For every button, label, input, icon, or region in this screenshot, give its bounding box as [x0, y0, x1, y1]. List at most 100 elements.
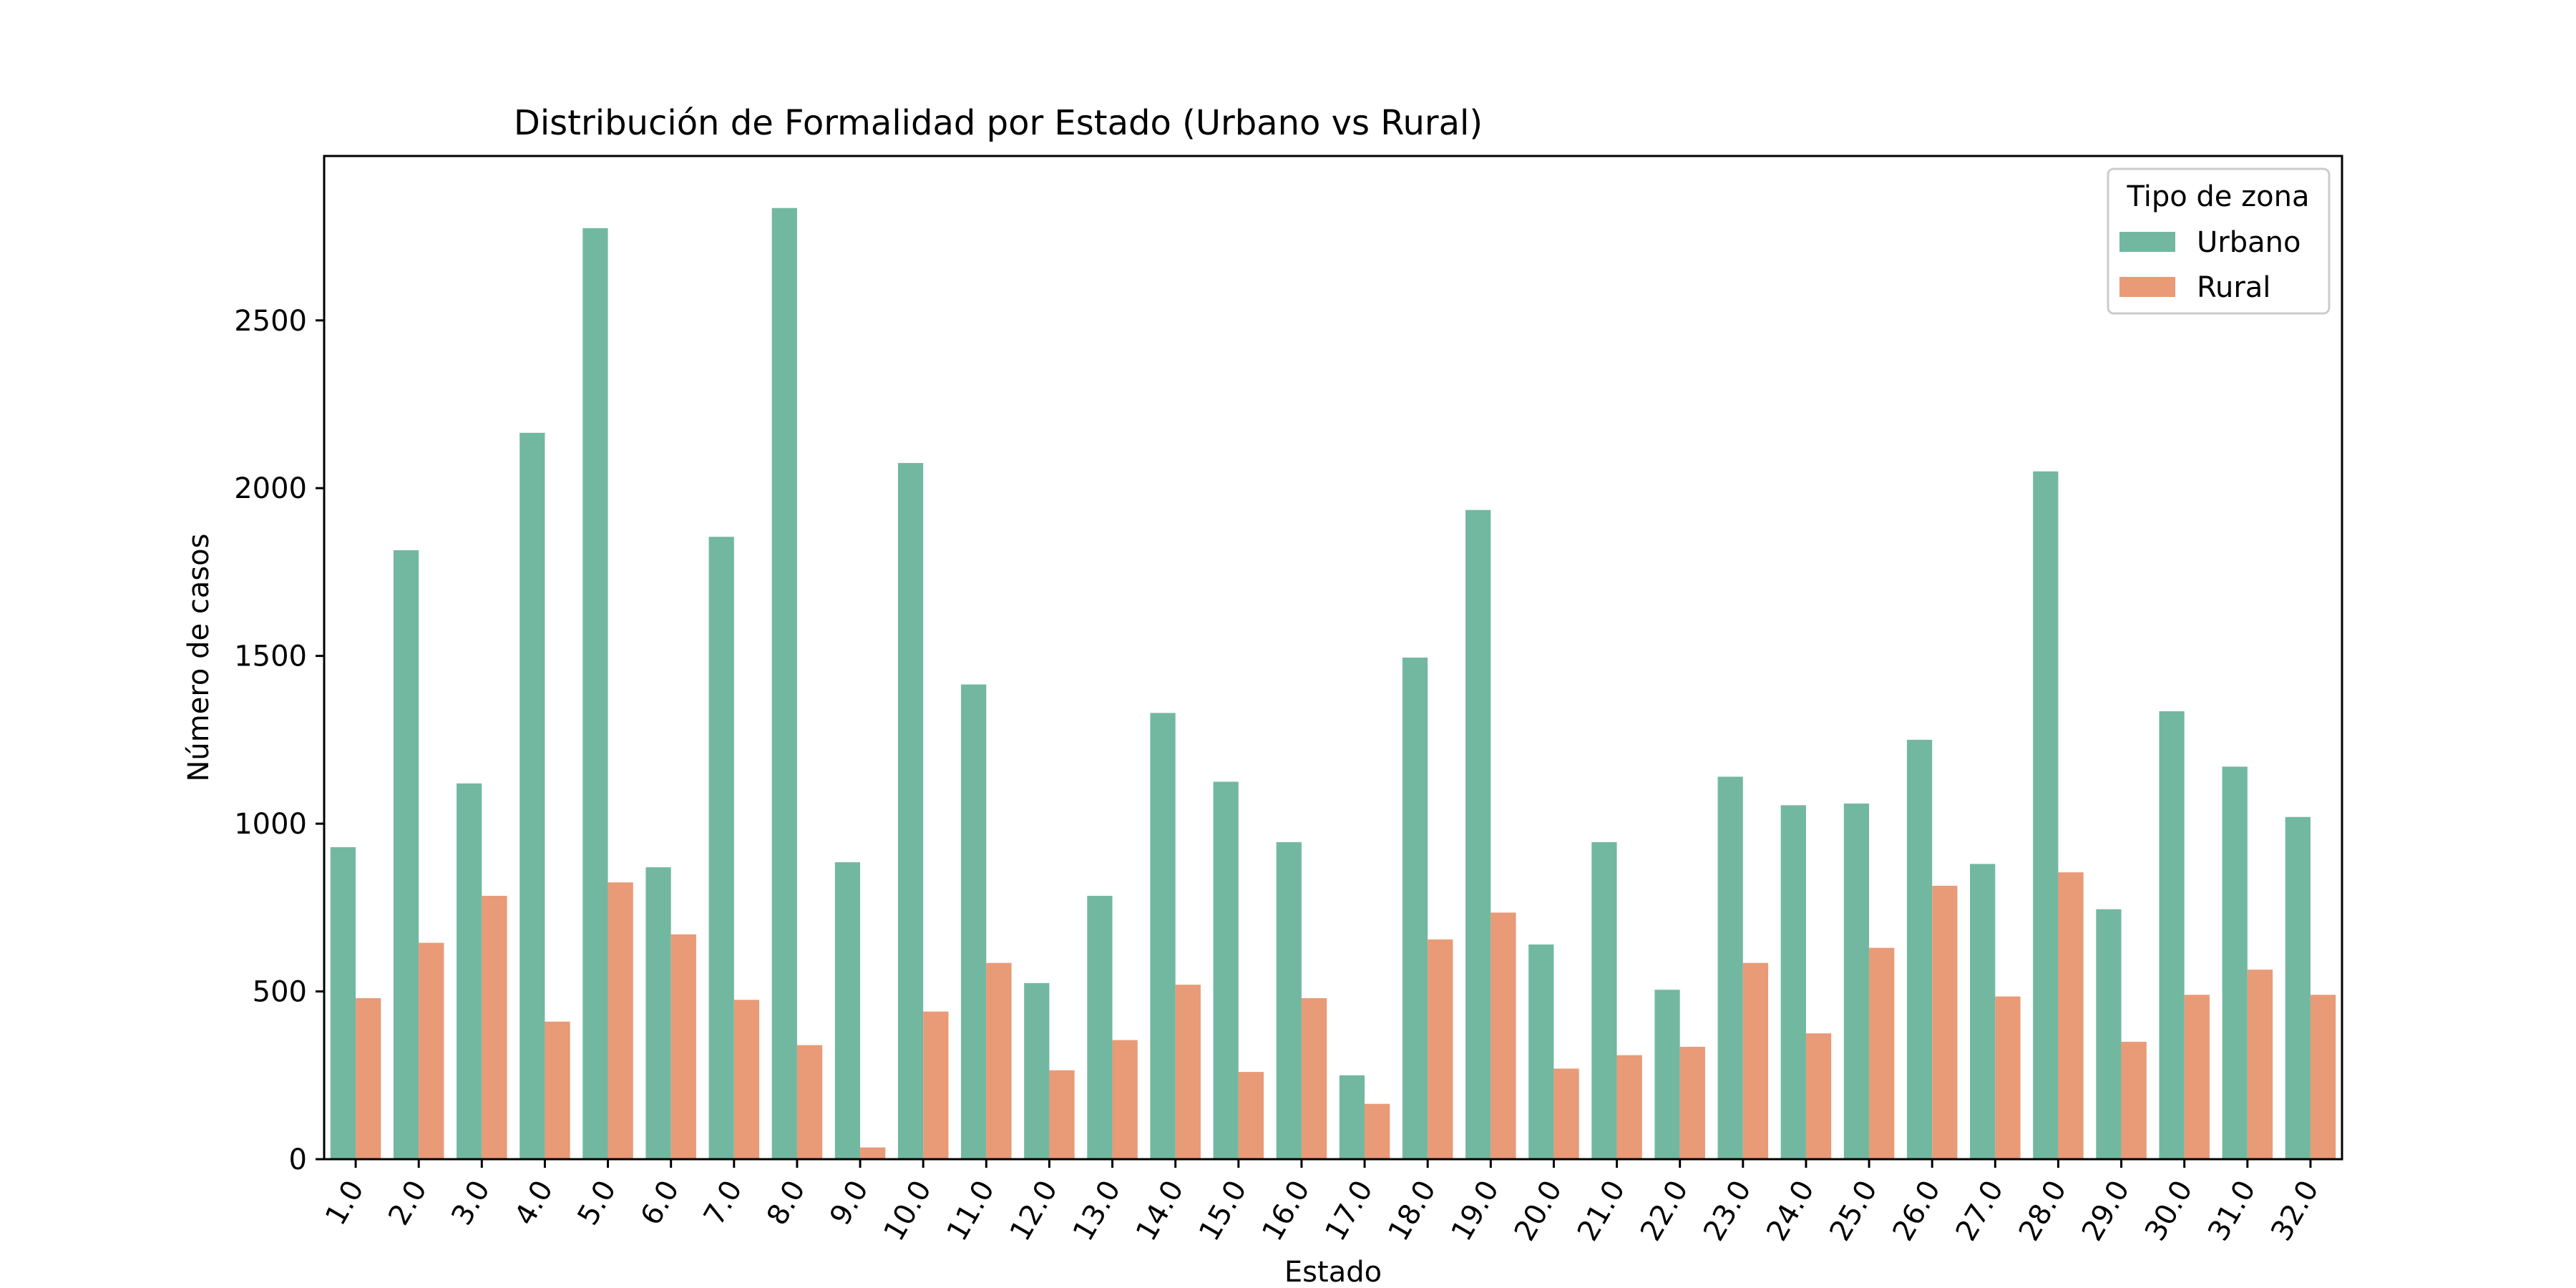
- x-tick-label: 7.0: [698, 1175, 749, 1231]
- x-tick-label: 23.0: [1697, 1175, 1757, 1246]
- x-tick-label: 14.0: [1130, 1175, 1190, 1246]
- bar-urbano-11.0: [961, 684, 987, 1159]
- bar-rural-29.0: [2121, 1041, 2147, 1159]
- x-tick-label: 6.0: [635, 1175, 686, 1231]
- x-tick-label: 3.0: [445, 1175, 497, 1231]
- bar-urbano-10.0: [897, 463, 924, 1159]
- bar-rural-14.0: [1175, 985, 1201, 1159]
- bar-urbano-2.0: [393, 550, 419, 1159]
- bar-rural-26.0: [1932, 885, 1958, 1159]
- bar-rural-2.0: [419, 942, 444, 1159]
- bar-rural-6.0: [670, 934, 696, 1159]
- x-tick-label: 25.0: [1823, 1175, 1883, 1246]
- bar-urbano-30.0: [2159, 711, 2185, 1159]
- bar-rural-5.0: [608, 882, 633, 1159]
- legend-title: Tipo de zona: [2127, 180, 2310, 213]
- bar-urbano-24.0: [1780, 805, 1806, 1159]
- x-tick-label: 10.0: [877, 1175, 937, 1246]
- x-tick-label: 17.0: [1319, 1175, 1379, 1246]
- bar-urbano-26.0: [1906, 739, 1933, 1159]
- bar-rural-24.0: [1805, 1033, 1832, 1159]
- bar-rural-1.0: [356, 997, 381, 1159]
- bar-urbano-23.0: [1717, 776, 1743, 1159]
- bar-rural-15.0: [1238, 1072, 1264, 1159]
- bar-rural-32.0: [2310, 995, 2336, 1159]
- y-tick-label: 0: [289, 1143, 307, 1176]
- bar-rural-16.0: [1301, 997, 1327, 1159]
- bar-rural-22.0: [1679, 1046, 1705, 1159]
- bar-rural-30.0: [2184, 995, 2210, 1159]
- bar-urbano-22.0: [1654, 990, 1680, 1159]
- bar-urbano-19.0: [1465, 509, 1491, 1159]
- x-tick-label: 5.0: [572, 1175, 623, 1231]
- bar-urbano-13.0: [1087, 895, 1113, 1159]
- bar-rural-18.0: [1428, 939, 1453, 1159]
- bar-rural-8.0: [796, 1045, 823, 1159]
- bar-urbano-12.0: [1024, 982, 1050, 1159]
- bar-urbano-17.0: [1339, 1075, 1365, 1159]
- bar-urbano-25.0: [1843, 803, 1870, 1159]
- bar-urbano-1.0: [330, 847, 356, 1159]
- bar-rural-25.0: [1869, 947, 1895, 1159]
- y-tick-label: 2000: [234, 472, 307, 505]
- bar-rural-27.0: [1995, 996, 2021, 1159]
- bars: [330, 208, 2336, 1159]
- x-tick-label: 4.0: [508, 1175, 560, 1231]
- x-tick-label: 22.0: [1634, 1175, 1694, 1246]
- bar-urbano-14.0: [1150, 713, 1176, 1159]
- x-tick-label: 21.0: [1571, 1175, 1631, 1246]
- x-tick-label: 31.0: [2202, 1175, 2262, 1246]
- bar-urbano-4.0: [519, 432, 545, 1159]
- legend-label-urbano: Urbano: [2197, 226, 2301, 259]
- x-tick-label: 20.0: [1508, 1175, 1568, 1246]
- bar-rural-4.0: [545, 1021, 570, 1159]
- x-tick-label: 12.0: [1004, 1175, 1064, 1246]
- x-axis-ticks: 1.0 2.0 3.0 4.0 5.0 6.0 7.0 8.0 9.0 10.0 11.0 12.0 1…: [319, 1159, 2326, 1246]
- chart-title: Distribución de Formalidad por Estado (U…: [514, 103, 1483, 143]
- y-tick-label: 500: [253, 976, 307, 1009]
- bar-rural-21.0: [1616, 1055, 1642, 1159]
- bar-rural-12.0: [1049, 1070, 1075, 1159]
- legend-swatch-urbano: [2119, 232, 2175, 252]
- x-tick-label: 18.0: [1382, 1175, 1442, 1246]
- bar-urbano-21.0: [1591, 841, 1617, 1159]
- x-tick-label: 1.0: [319, 1175, 371, 1231]
- x-tick-label: 13.0: [1067, 1175, 1127, 1246]
- y-tick-label: 1500: [234, 640, 307, 673]
- x-tick-label: 28.0: [2013, 1175, 2073, 1246]
- bar-urbano-27.0: [1970, 864, 1996, 1159]
- x-tick-label: 16.0: [1256, 1175, 1316, 1246]
- bar-urbano-15.0: [1213, 781, 1239, 1159]
- bar-rural-11.0: [986, 962, 1012, 1159]
- bar-urbano-3.0: [457, 783, 482, 1159]
- x-tick-label: 2.0: [382, 1175, 434, 1231]
- bar-urbano-18.0: [1402, 658, 1428, 1159]
- legend: Tipo de zona Urbano Rural: [2107, 167, 2331, 315]
- bar-rural-20.0: [1553, 1068, 1579, 1159]
- x-tick-label: 32.0: [2265, 1175, 2325, 1246]
- x-tick-label: 26.0: [1886, 1175, 1946, 1246]
- bar-rural-31.0: [2247, 970, 2273, 1159]
- bar-urbano-28.0: [2033, 471, 2059, 1159]
- y-axis-title: Número de casos: [182, 534, 215, 782]
- bar-urbano-32.0: [2285, 816, 2311, 1159]
- bar-rural-10.0: [923, 1011, 949, 1159]
- bar-urbano-20.0: [1528, 944, 1554, 1159]
- y-tick-label: 2500: [234, 305, 307, 338]
- y-axis-ticks: 0 500 1000 1500 2000 2500: [234, 305, 324, 1176]
- bar-urbano-9.0: [834, 862, 861, 1159]
- bar-rural-13.0: [1112, 1040, 1138, 1159]
- legend-swatch-rural: [2119, 277, 2175, 297]
- bar-urbano-5.0: [582, 228, 608, 1159]
- bar-rural-3.0: [482, 895, 507, 1159]
- x-tick-label: 11.0: [941, 1175, 1001, 1246]
- bar-urbano-6.0: [645, 867, 671, 1159]
- x-tick-label: 9.0: [824, 1175, 875, 1231]
- x-tick-label: 29.0: [2076, 1175, 2136, 1246]
- x-tick-label: 30.0: [2139, 1175, 2199, 1246]
- bar-urbano-7.0: [708, 537, 734, 1159]
- bar-rural-23.0: [1742, 962, 1769, 1159]
- x-tick-label: 15.0: [1193, 1175, 1253, 1246]
- x-axis-title: Estado: [1284, 1256, 1382, 1288]
